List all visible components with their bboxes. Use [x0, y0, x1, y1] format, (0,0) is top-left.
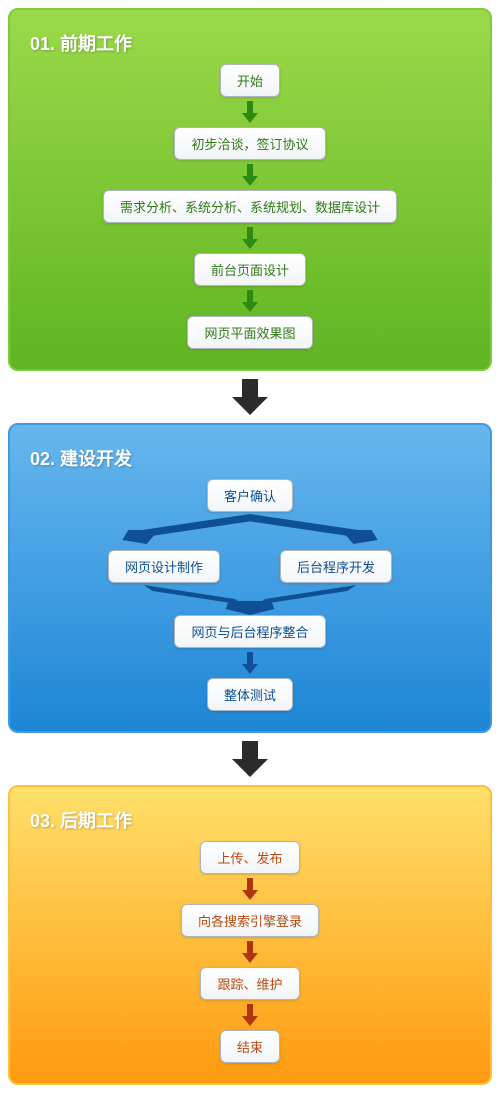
merge-arrows	[22, 583, 478, 615]
between-arrow-icon	[0, 741, 500, 777]
box-analysis: 需求分析、系统分析、系统规划、数据库设计	[103, 190, 397, 223]
down-arrow-icon	[240, 652, 260, 674]
box-test: 整体测试	[207, 678, 293, 711]
down-arrow-icon	[240, 101, 260, 123]
box-end: 结束	[220, 1030, 280, 1063]
flow-col-2: 客户确认 网页设计制作 后台程序开发	[22, 479, 478, 711]
box-start: 开始	[220, 64, 280, 97]
panel-title-2: 02. 建设开发	[30, 445, 478, 471]
split-arrows	[22, 512, 478, 544]
panel-development: 02. 建设开发 客户确认 网页设计制作 后台程序开发	[8, 423, 492, 733]
panel-title-1: 01. 前期工作	[30, 30, 478, 56]
box-maintain: 跟踪、维护	[200, 967, 299, 1000]
panel-early-work: 01. 前期工作 开始 初步洽谈，签订协议 需求分析、系统分析、系统规划、数据库…	[8, 8, 492, 371]
box-integrate: 网页与后台程序整合	[174, 615, 325, 648]
down-arrow-icon	[240, 941, 260, 963]
split-row: 网页设计制作 后台程序开发	[108, 550, 392, 583]
box-negotiate: 初步洽谈，签订协议	[174, 127, 325, 160]
flow-col-3: 上传、发布 向各搜索引擎登录 跟踪、维护 结束	[22, 841, 478, 1063]
panel-late-work: 03. 后期工作 上传、发布 向各搜索引擎登录 跟踪、维护 结束	[8, 785, 492, 1085]
box-mockup: 网页平面效果图	[187, 316, 312, 349]
down-arrow-icon	[240, 878, 260, 900]
box-frontend-design: 前台页面设计	[194, 253, 306, 286]
box-confirm: 客户确认	[207, 479, 293, 512]
down-arrow-icon	[240, 1004, 260, 1026]
box-search-engine: 向各搜索引擎登录	[181, 904, 319, 937]
down-arrow-icon	[240, 290, 260, 312]
between-arrow-icon	[0, 379, 500, 415]
down-arrow-icon	[240, 164, 260, 186]
box-upload: 上传、发布	[200, 841, 299, 874]
panel-title-3: 03. 后期工作	[30, 807, 478, 833]
flow-col-1: 开始 初步洽谈，签订协议 需求分析、系统分析、系统规划、数据库设计 前台页面设计…	[22, 64, 478, 349]
down-arrow-icon	[240, 227, 260, 249]
box-backend: 后台程序开发	[280, 550, 392, 583]
box-webdesign: 网页设计制作	[108, 550, 220, 583]
